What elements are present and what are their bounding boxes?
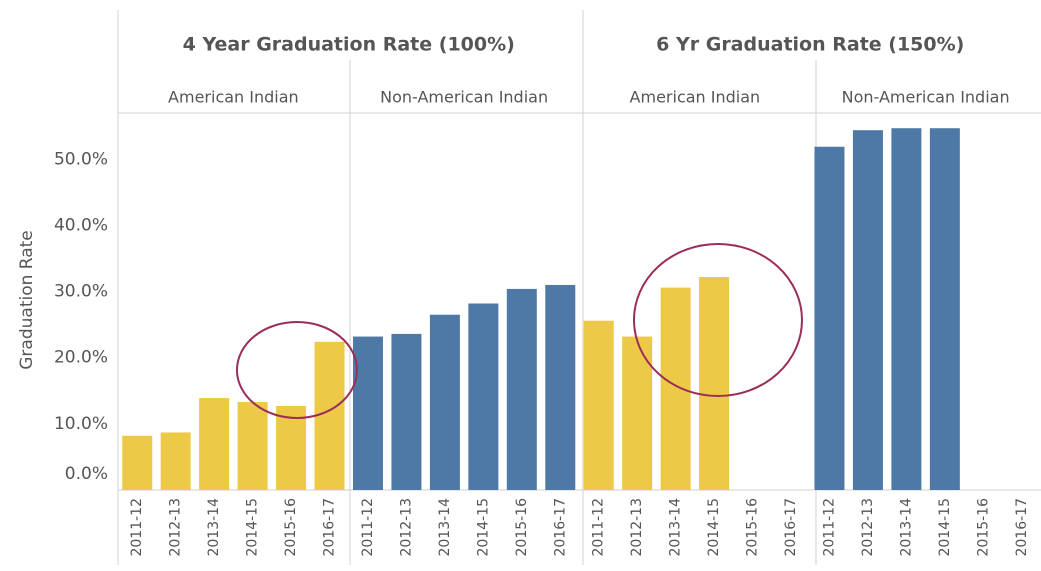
- marks: [122, 128, 960, 491]
- x-tick-label: 2015-16: [975, 498, 991, 557]
- x-tick-label: 2016-17: [322, 498, 338, 557]
- bar: [699, 277, 730, 490]
- x-tick-label: 2012-13: [398, 498, 414, 557]
- x-tick-label: 2011-12: [591, 498, 607, 557]
- x-tick-label: 2014-15: [706, 498, 722, 557]
- bar: [506, 288, 537, 490]
- x-tick-label: 2013-14: [668, 498, 684, 557]
- x-tick-label: 2013-14: [206, 498, 222, 557]
- y-tick-label: 50.0%: [54, 149, 108, 169]
- panel-title: 4 Year Graduation Rate (100%): [183, 34, 515, 56]
- panel-subtitle: Non-American Indian: [380, 88, 548, 107]
- bar: [314, 341, 345, 490]
- panel-subtitle: American Indian: [630, 88, 761, 107]
- bar: [429, 314, 460, 490]
- x-tick-label: 2013-14: [437, 498, 453, 557]
- x-tick-label: 2012-13: [860, 498, 876, 557]
- x-tick-label: 2011-12: [129, 498, 145, 557]
- x-tick-label: 2015-16: [514, 498, 530, 557]
- y-tick-label: 20.0%: [54, 348, 108, 368]
- bar: [622, 336, 653, 490]
- bar: [160, 432, 191, 490]
- bar: [891, 128, 922, 490]
- bar: [391, 333, 422, 490]
- y-tick-label: 0.0%: [65, 464, 108, 484]
- panel-title: 6 Yr Graduation Rate (150%): [656, 34, 964, 56]
- x-tick-label: 2015-16: [283, 498, 299, 557]
- bar: [276, 406, 307, 490]
- y-tick-label: 30.0%: [54, 282, 108, 302]
- panel-subtitle: Non-American Indian: [842, 88, 1010, 107]
- x-tick-label: 2014-15: [245, 498, 261, 557]
- bar: [545, 284, 576, 490]
- panel-subtitle: American Indian: [168, 88, 299, 107]
- x-tick-label: 2013-14: [898, 498, 914, 557]
- bar: [468, 303, 499, 490]
- x-tick-label: 2012-13: [168, 498, 184, 557]
- x-tick-label: 2016-17: [552, 498, 568, 557]
- bar: [122, 435, 153, 490]
- y-tick-label: 40.0%: [54, 215, 108, 235]
- x-tick-label: 2016-17: [1014, 498, 1030, 557]
- x-tick-label: 2011-12: [360, 498, 376, 557]
- x-tick-label: 2015-16: [745, 498, 761, 557]
- y-axis-label: Graduation Rate: [17, 230, 37, 370]
- bar: [852, 130, 883, 491]
- bar: [237, 402, 268, 490]
- highlight-circle: [236, 321, 358, 419]
- x-tick-label: 2012-13: [629, 498, 645, 557]
- x-tick-label: 2016-17: [783, 498, 799, 557]
- y-tick-label: 10.0%: [54, 414, 108, 434]
- bar: [199, 398, 230, 490]
- bar: [814, 146, 845, 491]
- bar: [929, 128, 960, 490]
- highlight-circle: [633, 243, 803, 397]
- x-tick-label: 2014-15: [937, 498, 953, 557]
- bar: [352, 336, 383, 490]
- bar: [660, 287, 691, 490]
- x-tick-label: 2014-15: [475, 498, 491, 557]
- x-tick-label: 2011-12: [821, 498, 837, 557]
- bar: [583, 320, 614, 490]
